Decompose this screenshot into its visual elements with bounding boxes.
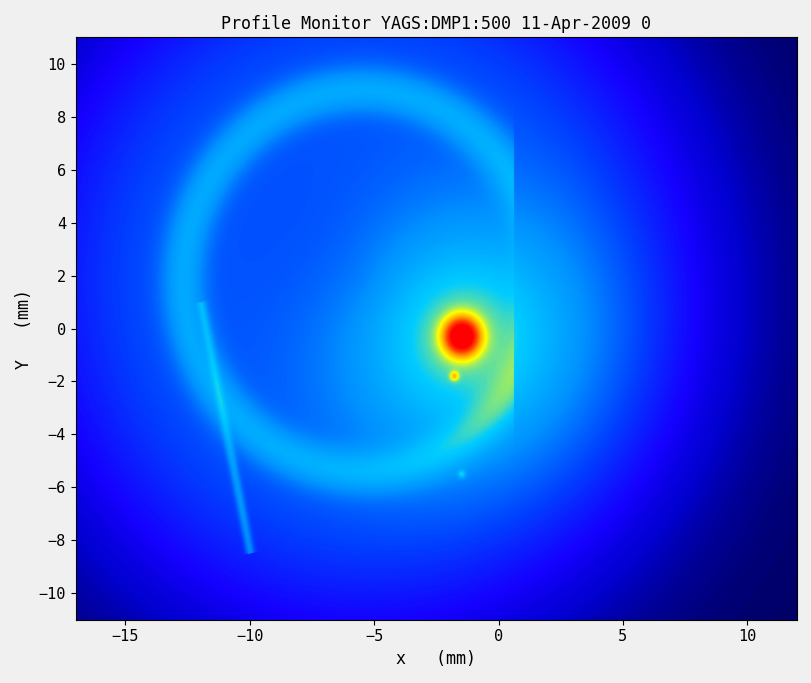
- X-axis label: x   (mm): x (mm): [396, 650, 476, 668]
- Y-axis label: Y   (mm): Y (mm): [15, 288, 33, 369]
- Title: Profile Monitor YAGS:DMP1:500 11-Apr-2009 0: Profile Monitor YAGS:DMP1:500 11-Apr-200…: [221, 15, 650, 33]
